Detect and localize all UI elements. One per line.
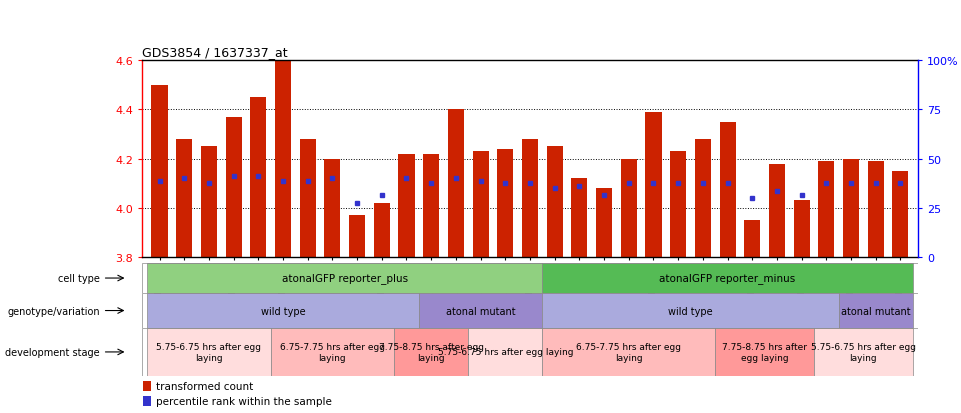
Bar [547,147,563,257]
Bar [695,140,711,257]
Bar [374,203,390,257]
Bar [152,85,167,257]
Text: GDS3854 / 1637337_at: GDS3854 / 1637337_at [142,45,288,59]
Bar [275,61,291,257]
Bar [349,216,365,257]
Bar [893,171,908,257]
Text: genotype/variation: genotype/variation [8,306,100,316]
Bar [497,150,513,257]
Bar [226,118,241,257]
Bar [473,152,488,257]
Bar [325,159,340,257]
Text: atonal mutant: atonal mutant [446,306,515,316]
Text: 7.75-8.75 hrs after egg
laying: 7.75-8.75 hrs after egg laying [379,342,483,362]
Bar [147,293,419,328]
Bar [814,328,913,376]
Bar [468,328,542,376]
Bar [542,263,913,293]
Bar [819,161,834,257]
Bar [300,140,316,257]
Bar [423,154,439,257]
Text: development stage: development stage [5,347,100,357]
Text: wild type: wild type [260,306,306,316]
Bar [271,328,394,376]
Bar [572,179,587,257]
Bar [176,140,192,257]
Bar [394,328,468,376]
Bar [542,293,839,328]
Bar [769,164,785,257]
Bar [839,293,913,328]
Bar [715,328,814,376]
Bar [250,98,266,257]
Bar [670,152,686,257]
Bar [143,396,151,406]
Bar [720,122,735,257]
Text: cell type: cell type [58,273,100,283]
Text: transformed count: transformed count [156,381,253,391]
Bar [147,263,542,293]
Bar [646,113,661,257]
Bar [147,328,271,376]
Text: 6.75-7.75 hrs after egg
laying: 6.75-7.75 hrs after egg laying [577,342,681,362]
Bar [843,159,859,257]
Bar [419,293,542,328]
Bar [621,159,637,257]
Text: 5.75-6.75 hrs after egg
laying: 5.75-6.75 hrs after egg laying [157,342,261,362]
Text: atonalGFP reporter_minus: atonalGFP reporter_minus [659,273,796,284]
Bar [448,110,464,257]
Bar [794,201,810,257]
Bar [143,381,151,391]
Text: 5.75-6.75 hrs after egg
laying: 5.75-6.75 hrs after egg laying [811,342,916,362]
Bar [522,140,538,257]
Text: atonal mutant: atonal mutant [841,306,911,316]
Bar [596,189,612,257]
Bar [868,161,884,257]
Bar [542,328,715,376]
Bar [201,147,217,257]
Text: percentile rank within the sample: percentile rank within the sample [156,396,332,406]
Text: 5.75-6.75 hrs after egg laying: 5.75-6.75 hrs after egg laying [437,348,573,356]
Text: 7.75-8.75 hrs after
egg laying: 7.75-8.75 hrs after egg laying [722,342,807,362]
Bar [399,154,414,257]
Text: wild type: wild type [668,306,713,316]
Bar [744,221,760,257]
Text: 6.75-7.75 hrs after egg
laying: 6.75-7.75 hrs after egg laying [280,342,385,362]
Text: atonalGFP reporter_plus: atonalGFP reporter_plus [282,273,407,284]
